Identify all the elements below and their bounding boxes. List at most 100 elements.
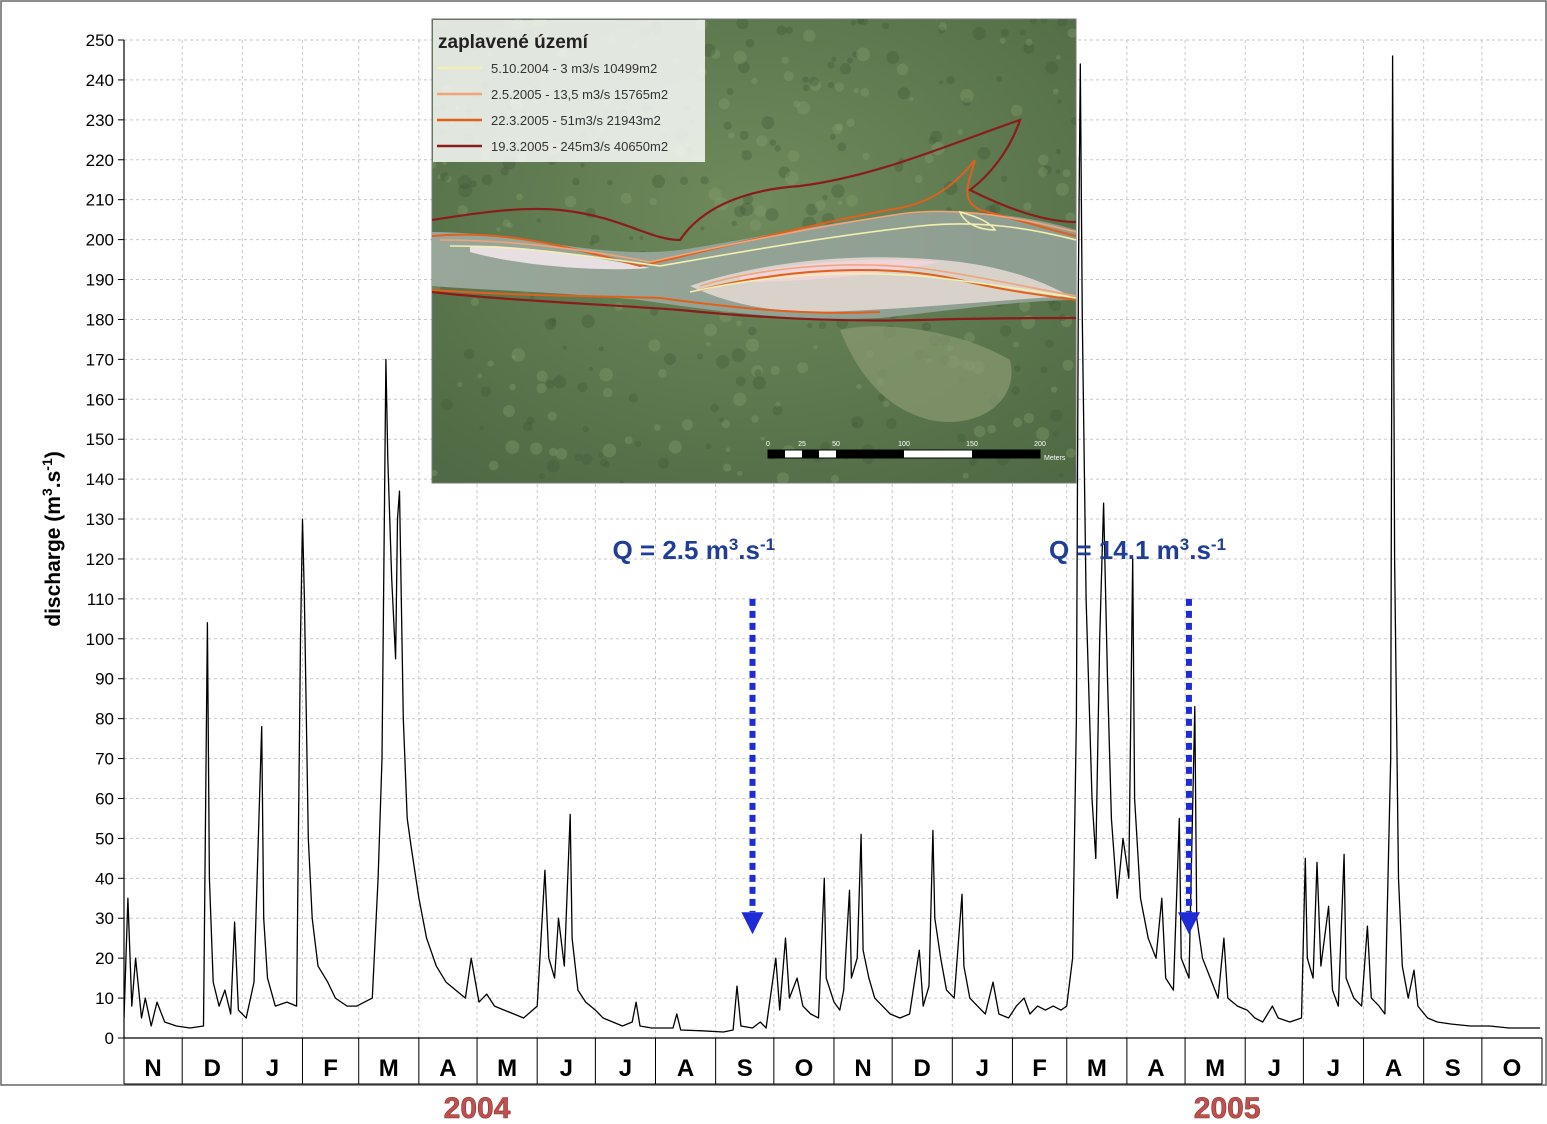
forest-texture-dot bbox=[754, 205, 767, 217]
series-layer bbox=[124, 55, 1541, 1033]
forest-texture-dot bbox=[536, 383, 547, 394]
forest-texture-dot bbox=[751, 77, 758, 85]
forest-texture-dot bbox=[1052, 430, 1059, 437]
forest-texture-dot bbox=[835, 123, 843, 131]
y-tick-label: 130 bbox=[86, 510, 114, 529]
forest-texture-dot bbox=[546, 459, 560, 473]
month-label: J bbox=[1327, 1055, 1340, 1082]
forest-texture-dot bbox=[700, 176, 709, 185]
forest-texture-dot bbox=[973, 425, 986, 438]
forest-texture-dot bbox=[639, 235, 644, 240]
forest-texture-dot bbox=[770, 365, 780, 376]
forest-texture-dot bbox=[972, 26, 986, 41]
forest-texture-dot bbox=[437, 174, 442, 179]
forest-texture-dot bbox=[938, 22, 947, 31]
forest-texture-dot bbox=[784, 171, 799, 186]
forest-texture-dot bbox=[809, 76, 819, 87]
y-tick-label: 30 bbox=[95, 909, 114, 928]
forest-texture-dot bbox=[457, 205, 468, 216]
y-tick-label: 120 bbox=[86, 550, 114, 569]
forest-texture-dot bbox=[968, 457, 978, 467]
month-label: O bbox=[795, 1055, 814, 1082]
annotation-arrow-head bbox=[1177, 912, 1200, 935]
y-tick-label: 150 bbox=[86, 430, 114, 449]
forest-texture-dot bbox=[846, 118, 855, 127]
y-tick-label: 60 bbox=[95, 789, 114, 808]
forest-texture-dot bbox=[834, 82, 845, 92]
forest-texture-dot bbox=[1049, 300, 1061, 312]
forest-texture-dot bbox=[1025, 38, 1033, 46]
forest-texture-dot bbox=[664, 353, 676, 365]
y-axis: 0 10 20 30 40 50 60 70 80 90 100 110 120 130 140 150 160… bbox=[86, 31, 125, 1048]
month-label: J bbox=[619, 1055, 632, 1082]
forest-texture-dot bbox=[1023, 202, 1032, 211]
forest-texture-dot bbox=[1065, 212, 1076, 223]
forest-texture-dot bbox=[590, 234, 600, 244]
forest-texture-dot bbox=[829, 134, 836, 141]
forest-texture-dot bbox=[877, 394, 885, 402]
month-label: M bbox=[379, 1055, 399, 1082]
map-legend-label: 5.10.2004 - 3 m3/s 10499m2 bbox=[491, 61, 657, 76]
forest-texture-dot bbox=[989, 203, 1001, 215]
forest-texture-dot bbox=[745, 338, 760, 352]
forest-texture-dot bbox=[1045, 61, 1059, 75]
forest-texture-dot bbox=[710, 403, 719, 413]
forest-texture-dot bbox=[761, 116, 775, 130]
forest-texture-dot bbox=[649, 197, 657, 206]
forest-texture-dot bbox=[1013, 341, 1020, 348]
forest-texture-dot bbox=[545, 379, 555, 389]
forest-texture-dot bbox=[704, 323, 717, 337]
forest-texture-dot bbox=[628, 393, 638, 403]
forest-texture-dot bbox=[500, 167, 509, 176]
forest-texture-dot bbox=[996, 76, 1003, 82]
flood-outline-245 bbox=[432, 118, 1076, 322]
y-tick-label: 50 bbox=[95, 829, 114, 848]
forest-texture-dot bbox=[850, 19, 857, 26]
y-tick-label: 70 bbox=[95, 750, 114, 769]
forest-texture-dot bbox=[530, 442, 543, 455]
annotation-arrow-head bbox=[741, 912, 764, 935]
forest-texture-dot bbox=[897, 87, 911, 100]
forest-texture-dot bbox=[962, 97, 971, 106]
month-label: M bbox=[1205, 1055, 1225, 1082]
forest-texture-dot bbox=[894, 163, 904, 172]
forest-texture-dot bbox=[957, 433, 966, 443]
forest-texture-dot bbox=[796, 101, 811, 115]
forest-texture-dot bbox=[511, 354, 516, 360]
forest-texture-dot bbox=[432, 469, 438, 477]
forest-texture-dot bbox=[548, 318, 557, 327]
month-label: A bbox=[439, 1055, 456, 1082]
map-legend-label: 2.5.2005 - 13,5 m3/s 15765m2 bbox=[491, 87, 668, 102]
forest-texture-dot bbox=[1011, 386, 1020, 395]
forest-texture-dot bbox=[1057, 99, 1062, 104]
forest-texture-dot bbox=[432, 161, 437, 169]
forest-texture-dot bbox=[1013, 417, 1023, 428]
forest-texture-dot bbox=[463, 348, 475, 360]
forest-texture-dot bbox=[700, 226, 705, 231]
y-axis-label-sup2: -1 bbox=[39, 458, 55, 471]
forest-texture-dot bbox=[810, 80, 822, 91]
scale-unit-label: Meters bbox=[1044, 455, 1066, 462]
forest-texture-dot bbox=[731, 220, 737, 227]
forest-texture-dot bbox=[740, 202, 754, 216]
forest-texture-dot bbox=[589, 240, 595, 246]
month-label: D bbox=[914, 1055, 931, 1082]
y-tick-label: 10 bbox=[95, 989, 114, 1008]
map-legend-title: zaplavené území bbox=[438, 32, 589, 53]
forest-texture-dot bbox=[480, 386, 492, 397]
forest-texture-dot bbox=[602, 443, 617, 458]
y-tick-label: 80 bbox=[95, 710, 114, 729]
forest-texture-dot bbox=[760, 436, 765, 441]
scale-bar-segment bbox=[836, 450, 904, 458]
forest-texture-dot bbox=[599, 367, 613, 382]
forest-texture-dot bbox=[509, 383, 516, 391]
forest-texture-dot bbox=[1070, 117, 1076, 126]
forest-texture-dot bbox=[787, 150, 800, 162]
scale-bar-segment bbox=[972, 450, 1040, 458]
forest-texture-dot bbox=[516, 193, 523, 201]
forest-texture-dot bbox=[1040, 19, 1048, 24]
forest-texture-dot bbox=[977, 146, 991, 160]
scale-tick-label: 0 bbox=[766, 441, 770, 448]
y-tick-label: 250 bbox=[86, 31, 114, 50]
forest-texture-dot bbox=[943, 181, 958, 196]
